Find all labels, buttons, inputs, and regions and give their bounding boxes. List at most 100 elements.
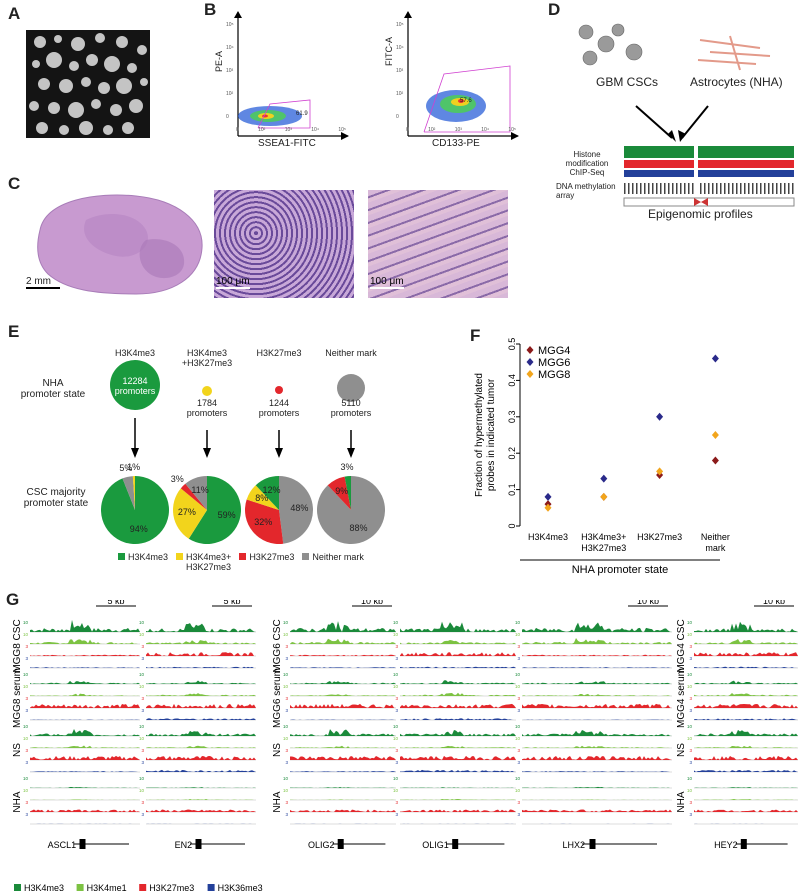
track-ymax: 3 <box>689 760 692 765</box>
y-tick-label: 0.1 <box>507 483 517 496</box>
pie-slice-label: 88% <box>349 522 368 533</box>
track-ymax: 3 <box>689 748 692 753</box>
scatter-point <box>711 354 719 363</box>
e-legend-label: H3K4me3 <box>128 552 169 562</box>
pie-slice <box>255 476 279 510</box>
nha-circle-bivalent <box>202 386 212 396</box>
scale-bar-label: 5 kb <box>223 600 240 606</box>
track-row-label: MGG4 serum <box>676 668 687 728</box>
track-ymax: 3 <box>395 708 398 713</box>
track-ymax: 10 <box>139 672 145 677</box>
track-row-label: MGG6 CSC <box>272 619 283 672</box>
signal-track <box>522 729 672 736</box>
signal-track <box>400 809 516 812</box>
signal-track <box>694 704 798 708</box>
track-ymax: 3 <box>25 800 28 805</box>
flow1-xticks: 0 10² 10³ 10⁴ 10⁵ <box>236 127 346 133</box>
pie-slice-label: 12% <box>262 485 281 496</box>
track-ymax: 10 <box>515 684 521 689</box>
signal-track <box>30 680 140 684</box>
track-ymax: 10 <box>23 776 29 781</box>
nha-circle-h3k4me3 <box>110 360 160 410</box>
track-ymax: 10 <box>283 724 289 729</box>
histology-image-2: 100 μm <box>214 190 354 298</box>
pie-slice <box>188 476 241 544</box>
y-tick-label: 0.4 <box>507 374 517 387</box>
signal-track <box>146 703 256 708</box>
pie-slice-label: 11% <box>191 484 209 495</box>
track-row-label: MGG8 serum <box>12 668 23 728</box>
pie-slice-label: 48% <box>290 502 309 513</box>
track-ymax: 10 <box>515 736 521 741</box>
track-ymax: 3 <box>517 748 520 753</box>
pie-slice-label: 94% <box>129 524 148 535</box>
gene-exon <box>589 839 596 849</box>
signal-track <box>522 622 672 632</box>
label-astrocytes: Astrocytes (NHA) <box>690 75 783 89</box>
track-ymax: 3 <box>689 708 692 713</box>
pie-slice <box>132 476 135 510</box>
signal-track <box>694 809 798 812</box>
signal-track <box>146 730 256 736</box>
legend-marker <box>526 346 534 354</box>
e-col-header-2: H3K27me3 <box>256 348 302 358</box>
track-ymax: 10 <box>393 672 399 677</box>
signal-track <box>400 755 516 760</box>
track-ymax: 3 <box>25 696 28 701</box>
track-ymax: 10 <box>393 724 399 729</box>
track-ymax: 3 <box>689 656 692 661</box>
signal-track <box>694 769 798 772</box>
signal-track <box>146 680 256 684</box>
flow2-xticks: 0 10² 10³ 10⁴ 10⁵ <box>406 127 516 133</box>
pie-slice <box>245 499 284 544</box>
x-tick-label: mark <box>705 543 725 553</box>
track-ymax: 3 <box>689 696 692 701</box>
signal-track <box>30 639 140 644</box>
signal-track <box>694 798 798 800</box>
brain-section-image: 2 mm <box>26 190 208 298</box>
legend-marker <box>526 358 534 366</box>
track-ymax: 3 <box>285 748 288 753</box>
e-count-0: 12284 promoters <box>114 376 156 396</box>
signal-track <box>522 703 672 708</box>
y-axis-label: probes in indicated tumor <box>486 378 497 491</box>
track-ymax: 3 <box>689 644 692 649</box>
track-ymax: 3 <box>395 812 398 817</box>
track-ymax: 10 <box>283 684 289 689</box>
arrow-right <box>681 105 709 139</box>
signal-track <box>522 693 672 696</box>
label-nha-promoter-state: NHA promoter state <box>20 378 86 400</box>
signal-track <box>30 693 140 696</box>
track-ymax: 3 <box>141 748 144 753</box>
track-ymax: 3 <box>285 696 288 701</box>
track-ymax: 10 <box>515 672 521 677</box>
track-ymax: 10 <box>23 736 29 741</box>
flow2-xlabel: CD133-PE <box>432 138 480 149</box>
scatter-point <box>544 503 552 512</box>
pie-slice-label: 1% <box>127 462 141 473</box>
track-ymax: 10 <box>393 776 399 781</box>
track-ymax: 3 <box>517 800 520 805</box>
flow-cytometry-plots <box>234 11 519 140</box>
track-ymax: 10 <box>687 684 693 689</box>
track-ymax: 10 <box>283 788 289 793</box>
flow1-gate-pct: 61.9 <box>296 111 308 117</box>
flow1-yticks: 10⁵ 10⁴ 10³ 10² 0 <box>226 22 234 120</box>
scale-bar-label: 5 kb <box>107 600 124 606</box>
e-count-3: 5110 promoters <box>330 398 372 418</box>
track-row-label: NHA <box>12 791 23 812</box>
signal-track <box>694 718 798 720</box>
signal-track <box>694 755 798 760</box>
signal-track <box>694 680 798 684</box>
nha-circle-h3k27me3 <box>275 386 283 394</box>
pie-charts <box>101 360 385 544</box>
signal-track <box>400 729 516 736</box>
y-tick-label: 0 <box>507 523 517 528</box>
track-ymax: 10 <box>139 632 145 637</box>
signal-track <box>400 787 516 788</box>
signal-track <box>30 786 140 788</box>
track-ymax: 10 <box>23 788 29 793</box>
pie-slice-label: 5% <box>119 463 133 473</box>
